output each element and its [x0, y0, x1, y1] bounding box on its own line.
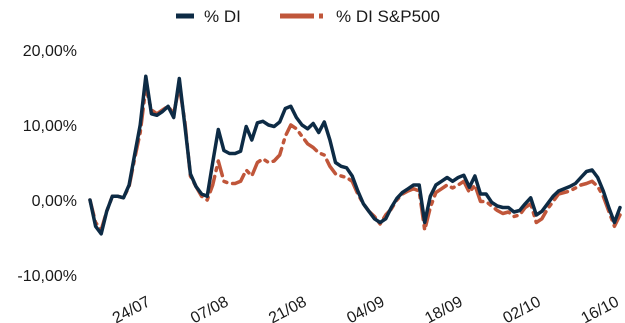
legend-label-di: % DI	[204, 7, 241, 26]
y-tick-label: 0,00%	[32, 193, 77, 210]
x-tick-label: 24/07	[110, 293, 153, 323]
legend: % DI % DI S&P500	[176, 7, 440, 26]
y-tick-label: -10,00%	[17, 268, 77, 285]
x-tick-label: 02/10	[500, 293, 543, 323]
x-tick-label: 21/08	[266, 293, 309, 323]
series-line-di	[88, 74, 622, 236]
x-axis: 24/07 07/08 21/08 04/09 18/09 02/10 16/10	[110, 293, 622, 323]
plot-area	[88, 74, 622, 236]
y-tick-label: 10,00%	[23, 118, 77, 135]
x-tick-label: 16/10	[579, 293, 622, 323]
y-tick-label: 20,00%	[23, 43, 77, 60]
legend-label-di-sp500: % DI S&P500	[336, 7, 440, 26]
y-axis: 20,00% 10,00% 0,00% -10,00%	[17, 43, 77, 285]
x-tick-label: 18/09	[422, 293, 465, 323]
x-tick-label: 07/08	[188, 293, 231, 323]
x-tick-label: 04/09	[344, 293, 387, 323]
